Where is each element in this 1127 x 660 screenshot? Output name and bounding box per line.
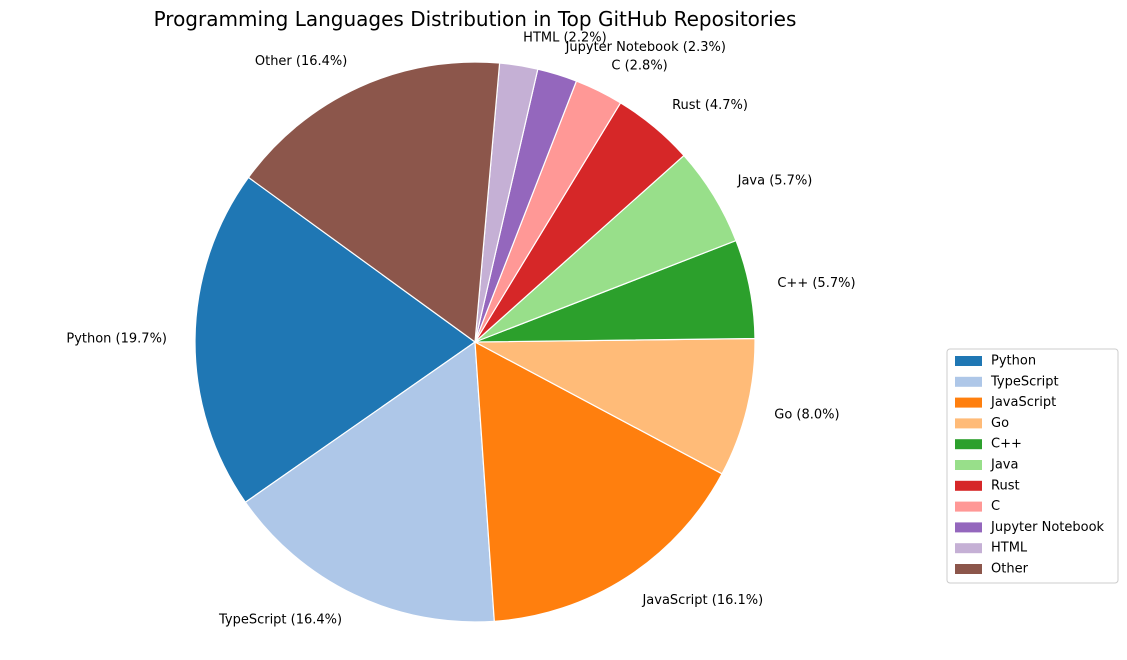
legend-swatch-go <box>955 418 982 429</box>
legend-label-rust: Rust <box>991 478 1020 493</box>
legend-swatch-typescript <box>955 376 982 387</box>
slice-label-c: C (2.8%) <box>611 58 667 73</box>
slice-label-rust: Rust (4.7%) <box>672 98 748 113</box>
legend-label-jupyter-notebook: Jupyter Notebook <box>990 520 1105 535</box>
slice-label-other: Other (16.4%) <box>255 54 348 69</box>
slice-label-python: Python (19.7%) <box>66 332 167 347</box>
legend-swatch-java <box>955 460 982 470</box>
legend-frame <box>946 348 1119 584</box>
pie-slice-python <box>194 176 476 503</box>
legend-label-javascript: JavaScript <box>990 395 1056 410</box>
slice-label-go: Go (8.0%) <box>774 407 839 422</box>
slice-label-typescript: TypeScript (16.4%) <box>218 612 342 627</box>
legend-swatch-javascript <box>955 397 982 408</box>
slice-labels: Python (19.7%) TypeScript (16.4%) JavaScri… <box>66 30 855 627</box>
slice-label-html: HTML (2.2%) <box>523 30 606 45</box>
legend-label-python: Python <box>991 354 1036 369</box>
legend-label-typescript: TypeScript <box>990 374 1059 389</box>
legend-swatch-c <box>955 439 982 450</box>
legend-label-go: Go <box>991 416 1009 431</box>
pie-slice-other <box>247 61 501 343</box>
legend-swatch-rust <box>955 480 982 491</box>
slice-label-jupyter-notebook: Jupyter Notebook (2.3%) <box>565 40 726 55</box>
legend-swatch-other <box>955 564 982 574</box>
legend-label-html: HTML <box>991 541 1028 556</box>
slice-label-java: Java (5.7%) <box>737 174 813 189</box>
legend-label-c: C++ <box>991 437 1022 452</box>
pie-slices <box>194 61 756 623</box>
legend-label-other: Other <box>991 562 1029 577</box>
slice-label-javascript: JavaScript (16.1%) <box>641 593 763 608</box>
slice-label-c: C++ (5.7%) <box>777 276 855 291</box>
pie-slice-typescript <box>244 341 495 623</box>
legend-swatch-html <box>955 543 982 554</box>
legend-label-java: Java <box>990 458 1018 473</box>
legend-swatch-jupyter-notebook <box>955 522 982 533</box>
legend-swatch-python <box>955 356 982 366</box>
pie-slice-javascript <box>474 341 723 622</box>
legend-swatch-c <box>955 501 982 512</box>
legend-label-c: C <box>991 499 1000 514</box>
chart-title: Programming Languages Distribution in To… <box>154 7 797 31</box>
pie-slice-go <box>474 337 756 475</box>
legend: Python TypeScript JavaScript Go C++ Java Rust C… <box>946 348 1119 584</box>
